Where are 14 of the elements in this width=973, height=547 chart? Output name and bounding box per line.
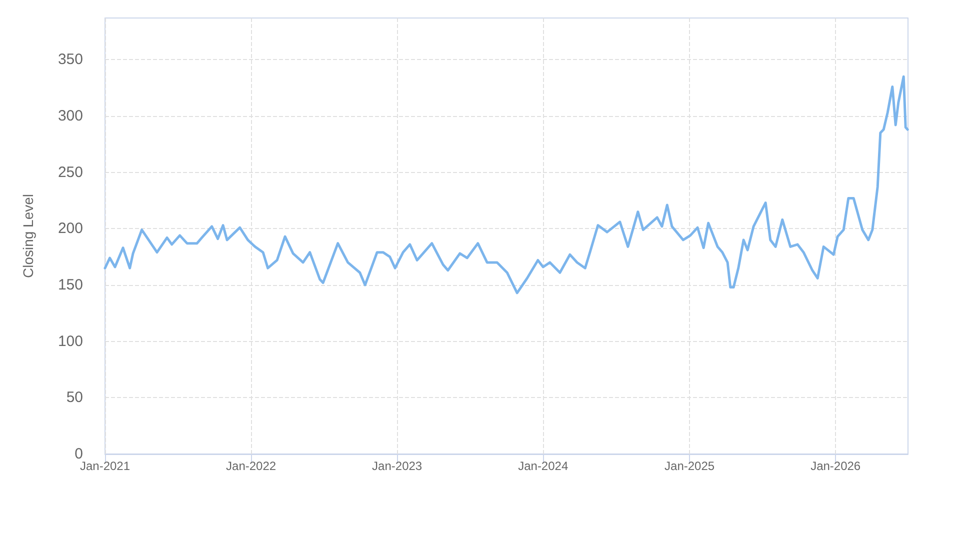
y-tick-label: 50 bbox=[66, 389, 83, 406]
y-tick-label: 250 bbox=[58, 164, 83, 181]
x-tick-label: Jan-2022 bbox=[226, 459, 276, 473]
y-tick-label: 200 bbox=[58, 220, 83, 238]
x-tick-label: Jan-2023 bbox=[372, 459, 422, 473]
line-series bbox=[104, 75, 909, 294]
y-tick-label: 300 bbox=[58, 108, 83, 125]
y-tick-label: 150 bbox=[58, 276, 83, 294]
y-tick-label: 100 bbox=[58, 332, 83, 350]
y-tick-label: 350 bbox=[58, 51, 83, 68]
x-tick-label: Jan-2024 bbox=[518, 459, 568, 473]
x-tick-label: Jan-2026 bbox=[810, 459, 861, 473]
y-axis-title: Closing Level bbox=[20, 194, 36, 278]
x-tick-label: Jan-2025 bbox=[664, 459, 715, 473]
